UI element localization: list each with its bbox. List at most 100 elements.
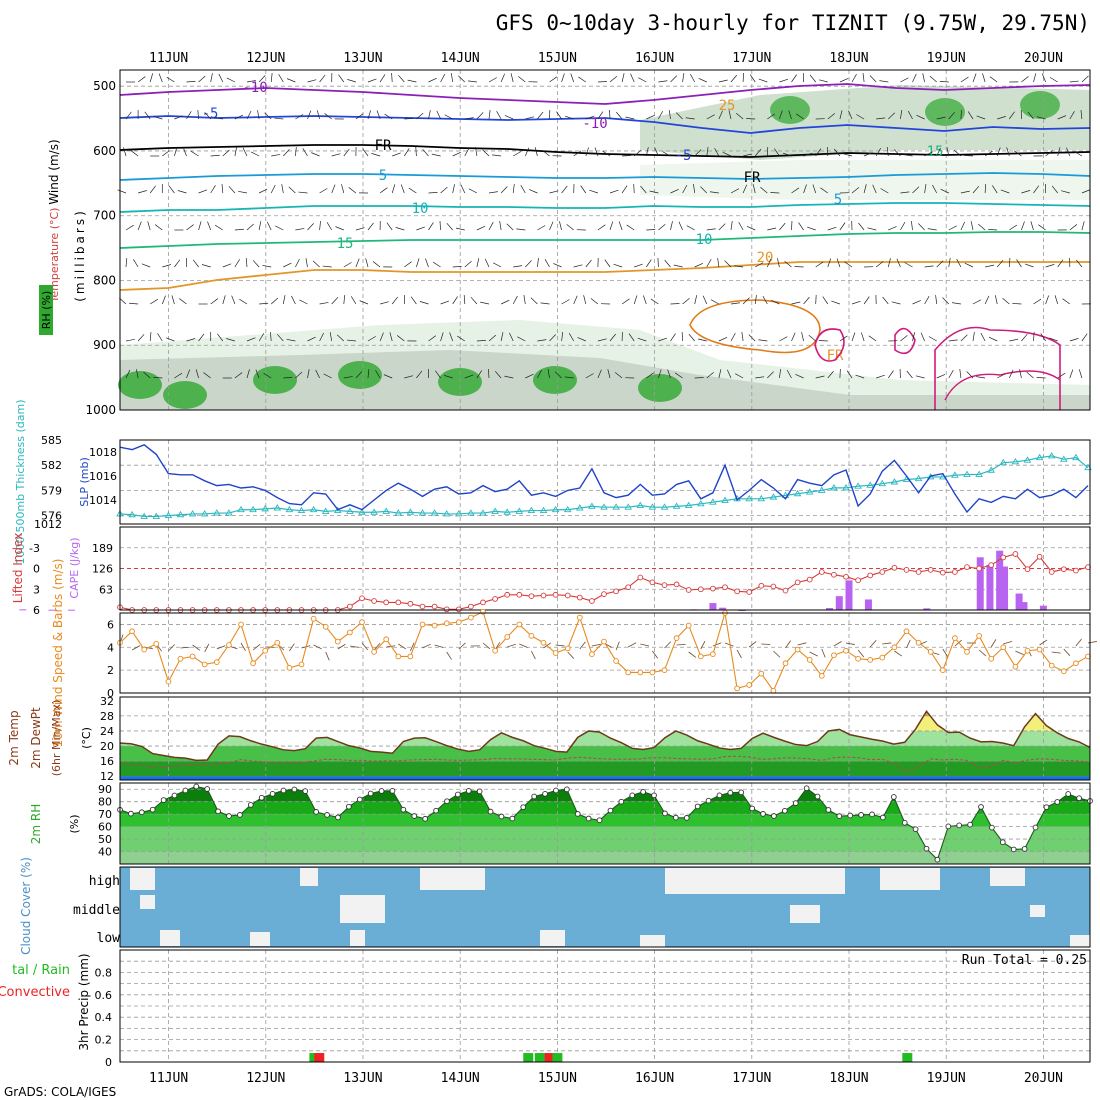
wind-barb	[476, 370, 483, 379]
wind-barb	[1081, 189, 1091, 194]
rh-marker	[476, 788, 483, 795]
wind-barb	[298, 191, 308, 194]
wind-barb	[743, 153, 752, 157]
rh-marker	[553, 787, 559, 794]
wind-barb	[646, 372, 654, 379]
isotherm-loop	[689, 299, 821, 354]
wind-barb	[970, 221, 974, 231]
wind-barb	[379, 74, 386, 83]
wind-barb	[391, 72, 393, 83]
wind-barb-10m	[482, 642, 491, 650]
wind-barb	[492, 154, 502, 157]
wind-barb	[264, 112, 272, 120]
rh-marker	[324, 812, 330, 818]
wind-barb-10m	[398, 643, 407, 650]
wind-speed-marker	[867, 657, 874, 663]
wind-barb	[862, 73, 865, 83]
wind-barb	[444, 114, 453, 120]
wind-barb	[346, 339, 356, 342]
wind-barb	[646, 259, 652, 268]
wind-barb	[335, 226, 344, 231]
wind-barb-10m	[1063, 648, 1071, 656]
wind-barb	[791, 187, 800, 194]
li-ytick: 0	[33, 563, 40, 576]
lifted-index-marker	[1024, 566, 1031, 573]
wind-speed-marker	[734, 685, 740, 692]
wind-barb	[839, 222, 846, 231]
wind-barb	[149, 185, 156, 194]
wind-barb	[815, 261, 824, 268]
wind-barb	[730, 74, 738, 83]
wind-barb	[1041, 73, 1046, 83]
wind-barb	[341, 184, 345, 194]
wind-barb-10m	[736, 649, 742, 659]
wind-barb	[239, 298, 248, 305]
wind-barb	[177, 190, 187, 194]
thickness-marker	[321, 507, 330, 514]
wind-barb	[1051, 185, 1058, 194]
lifted-index-marker	[468, 603, 474, 610]
temp-unit-label: (°C)	[80, 727, 93, 749]
rh-ytick: 80	[98, 796, 112, 809]
rh-marker	[989, 824, 995, 831]
wind-barb	[1069, 369, 1074, 379]
thickness-marker	[576, 504, 584, 511]
lifted-index-marker	[564, 592, 571, 599]
wind-speed-marker	[855, 655, 861, 662]
isotherm-line	[119, 172, 1091, 181]
wind-speed-marker	[601, 638, 607, 645]
wind-barb	[670, 333, 676, 342]
wind-barb	[1036, 377, 1046, 379]
temp-panel-frame	[119, 696, 1091, 781]
wind-barb	[246, 369, 250, 379]
rh-marker	[1021, 846, 1028, 852]
cape-bar	[996, 550, 1004, 610]
wind-barb	[972, 299, 982, 305]
wind-barb	[1036, 116, 1046, 120]
wind-barb	[597, 224, 606, 231]
cape-bar	[923, 608, 931, 610]
wind-barb-10m	[216, 645, 226, 650]
wind-barb	[398, 74, 405, 83]
wind-speed-marker	[673, 635, 680, 641]
rh-marker	[912, 826, 919, 833]
wind-barb	[440, 73, 446, 83]
wind-barb	[326, 222, 333, 231]
lifted-index-marker	[371, 598, 377, 604]
wind-barb	[226, 77, 236, 83]
wind-barb	[476, 258, 480, 268]
wind-barb	[1081, 333, 1088, 342]
rh-marker	[574, 811, 581, 817]
thickness-marker	[648, 503, 657, 510]
wind-barb	[376, 110, 381, 120]
cloud-gap	[250, 932, 270, 946]
wind-barb	[295, 228, 305, 231]
wind-barb	[664, 259, 671, 268]
wind-speed-marker	[1060, 668, 1067, 675]
thickness-marker	[757, 494, 766, 502]
date-label-bottom: 20JUN	[1024, 1071, 1063, 1086]
thickness-marker	[563, 505, 572, 513]
wind-barb	[283, 262, 292, 268]
date-label-top: 17JUN	[732, 51, 771, 66]
wind-barb	[670, 189, 679, 194]
cloud-axis-label: Cloud Cover (%)	[19, 857, 33, 955]
wind-barb	[488, 334, 497, 342]
wind-barb	[887, 258, 891, 268]
wind-speed-marker	[419, 621, 426, 628]
profile-ytick: 500	[93, 79, 116, 93]
rh-marker	[803, 785, 810, 792]
wind-barb	[523, 295, 526, 305]
wind-barb	[963, 155, 974, 157]
wind-barb	[896, 258, 901, 268]
wind-barb	[997, 116, 1006, 120]
wind-speed-marker	[903, 628, 910, 635]
wind-barb	[283, 149, 290, 157]
wind-barb	[263, 372, 272, 379]
wind-speed-marker	[1048, 662, 1055, 669]
wind-panel-frame	[119, 612, 1091, 694]
wind-speed-marker	[1036, 646, 1043, 653]
wind-barb	[585, 373, 594, 379]
wind-barb-10m	[361, 642, 369, 651]
wind-speed-marker	[782, 660, 789, 667]
